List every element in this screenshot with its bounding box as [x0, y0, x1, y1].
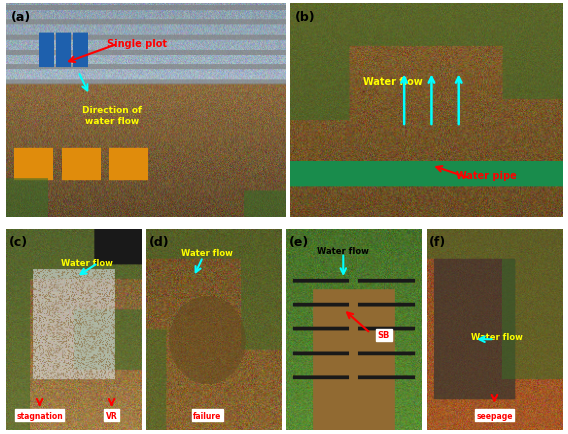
Text: Water flow: Water flow	[61, 258, 113, 267]
Text: failure: failure	[193, 411, 222, 420]
Text: Direction of
water flow: Direction of water flow	[82, 106, 142, 125]
Text: VR: VR	[106, 411, 118, 420]
Text: Water flow: Water flow	[471, 332, 523, 342]
Text: (d): (d)	[149, 235, 169, 248]
Text: seepage: seepage	[476, 411, 513, 420]
Text: (f): (f)	[429, 235, 446, 248]
Text: Water flow: Water flow	[181, 248, 233, 257]
Text: (e): (e)	[289, 235, 309, 248]
Text: Water flow: Water flow	[364, 77, 423, 87]
Text: (a): (a)	[11, 11, 31, 24]
Text: (c): (c)	[9, 235, 27, 248]
Text: stagnation: stagnation	[16, 411, 63, 420]
Text: Water pipe: Water pipe	[456, 171, 516, 181]
Text: Single plot: Single plot	[107, 39, 167, 49]
Text: Water flow: Water flow	[318, 246, 369, 255]
Text: (b): (b)	[295, 11, 316, 24]
Text: SB: SB	[378, 330, 390, 339]
